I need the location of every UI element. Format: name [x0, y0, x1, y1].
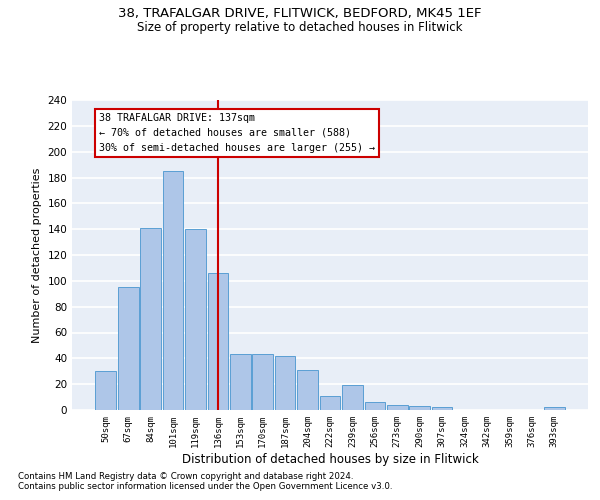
Bar	[342, 386, 363, 410]
Text: 38 TRAFALGAR DRIVE: 137sqm
← 70% of detached houses are smaller (588)
30% of sem: 38 TRAFALGAR DRIVE: 137sqm ← 70% of deta…	[99, 113, 375, 152]
Bar	[140, 228, 161, 410]
Bar	[275, 356, 295, 410]
Bar	[297, 370, 318, 410]
Bar	[185, 229, 206, 410]
Bar	[95, 371, 116, 410]
Bar	[365, 402, 385, 410]
Text: Distribution of detached houses by size in Flitwick: Distribution of detached houses by size …	[182, 452, 478, 466]
Bar	[253, 354, 273, 410]
Bar	[118, 288, 139, 410]
Bar	[544, 408, 565, 410]
Bar	[409, 406, 430, 410]
Bar	[163, 171, 184, 410]
Bar	[208, 273, 228, 410]
Bar	[387, 405, 407, 410]
Y-axis label: Number of detached properties: Number of detached properties	[32, 168, 42, 342]
Bar	[230, 354, 251, 410]
Bar	[320, 396, 340, 410]
Text: Contains public sector information licensed under the Open Government Licence v3: Contains public sector information licen…	[18, 482, 392, 491]
Bar	[432, 408, 452, 410]
Text: 38, TRAFALGAR DRIVE, FLITWICK, BEDFORD, MK45 1EF: 38, TRAFALGAR DRIVE, FLITWICK, BEDFORD, …	[118, 8, 482, 20]
Text: Size of property relative to detached houses in Flitwick: Size of property relative to detached ho…	[137, 21, 463, 34]
Text: Contains HM Land Registry data © Crown copyright and database right 2024.: Contains HM Land Registry data © Crown c…	[18, 472, 353, 481]
